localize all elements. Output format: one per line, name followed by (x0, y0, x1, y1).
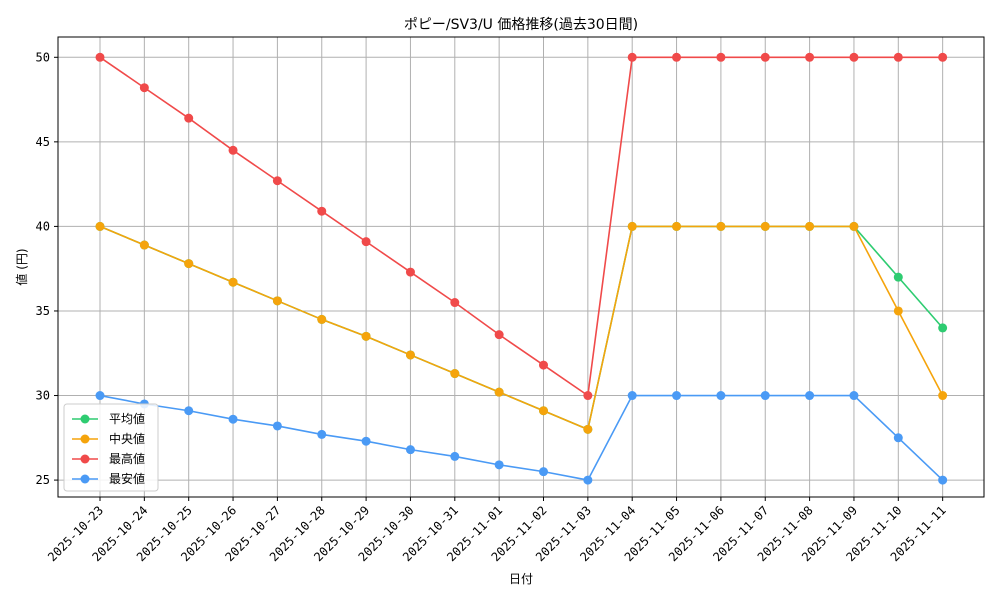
data-point (494, 460, 504, 470)
data-point (184, 113, 194, 123)
data-point (228, 145, 238, 155)
series-最高値 (95, 52, 948, 401)
legend-label: 平均値 (109, 411, 145, 426)
data-point (361, 237, 371, 247)
data-point (938, 52, 948, 62)
data-point (627, 221, 637, 231)
data-point (539, 360, 548, 370)
legend-entry: 最安値 (72, 471, 145, 486)
y-tick-label: 50 (36, 50, 50, 64)
data-point (893, 52, 903, 62)
data-point (627, 52, 637, 62)
data-point (494, 330, 504, 340)
y-tick-label: 25 (36, 473, 50, 487)
data-point (672, 221, 682, 231)
data-point (672, 52, 682, 62)
plot-frame (57, 36, 985, 498)
data-point (405, 267, 415, 277)
data-point (317, 429, 327, 439)
legend-marker (80, 454, 90, 464)
legend-entry: 中央値 (72, 431, 145, 446)
data-point (272, 421, 282, 431)
data-point (317, 314, 327, 324)
data-point (672, 391, 682, 401)
data-point (760, 221, 770, 231)
data-point (139, 83, 149, 93)
data-point (849, 221, 859, 231)
data-point (228, 414, 238, 424)
data-point (539, 467, 548, 477)
chart-title: ポピー/SV3/U 価格推移(過去30日間) (404, 17, 638, 33)
legend-label: 最高値 (109, 451, 145, 466)
data-point (805, 391, 815, 401)
y-tick-label: 30 (36, 389, 50, 403)
data-point (938, 323, 948, 333)
data-point (583, 475, 593, 485)
legend-marker (80, 434, 90, 444)
y-tick-label: 35 (36, 304, 50, 318)
series-line (99, 225, 944, 431)
legend-box (63, 403, 159, 492)
data-point (494, 387, 504, 397)
legend-entry: 最高値 (72, 451, 145, 466)
data-point (805, 52, 815, 62)
data-point (893, 272, 903, 282)
data-point (95, 52, 105, 62)
data-point (228, 277, 238, 287)
series-中央値 (95, 221, 948, 434)
data-point (893, 433, 903, 443)
data-point (716, 221, 726, 231)
data-point (583, 424, 593, 434)
data-point (184, 259, 194, 269)
data-point (317, 206, 327, 216)
data-point (760, 391, 770, 401)
y-tick-label: 40 (36, 219, 50, 233)
data-point (184, 406, 194, 416)
series-layer (95, 52, 948, 485)
data-point (893, 306, 903, 316)
data-point (849, 52, 859, 62)
data-point (272, 296, 282, 306)
legend-marker (80, 414, 90, 424)
series-line (99, 56, 943, 397)
legend-entry: 平均値 (72, 411, 145, 426)
data-point (583, 391, 593, 401)
x-axis-title: 日付 (509, 572, 533, 586)
data-point (805, 221, 815, 231)
data-point (361, 331, 371, 341)
data-point (849, 391, 859, 401)
data-point (139, 240, 149, 250)
y-tick-label: 45 (36, 135, 50, 149)
data-point (450, 298, 460, 308)
legend-label: 最安値 (109, 471, 145, 486)
data-point (450, 451, 460, 461)
data-point (361, 436, 371, 446)
data-point (760, 52, 770, 62)
data-point (95, 221, 105, 231)
series-最安値 (95, 391, 948, 485)
data-point (450, 369, 460, 379)
data-point (627, 391, 637, 401)
data-point (405, 445, 415, 455)
legend-label: 中央値 (109, 431, 145, 446)
data-point (938, 475, 948, 485)
series-line (99, 394, 944, 481)
data-point (716, 52, 726, 62)
legend-marker (80, 474, 90, 484)
data-point (539, 406, 548, 416)
data-point (405, 350, 415, 360)
data-point (938, 391, 948, 401)
data-point (95, 391, 105, 401)
y-axis-title: 値 (円) (14, 248, 29, 285)
data-point (272, 176, 282, 186)
data-point (716, 391, 726, 401)
